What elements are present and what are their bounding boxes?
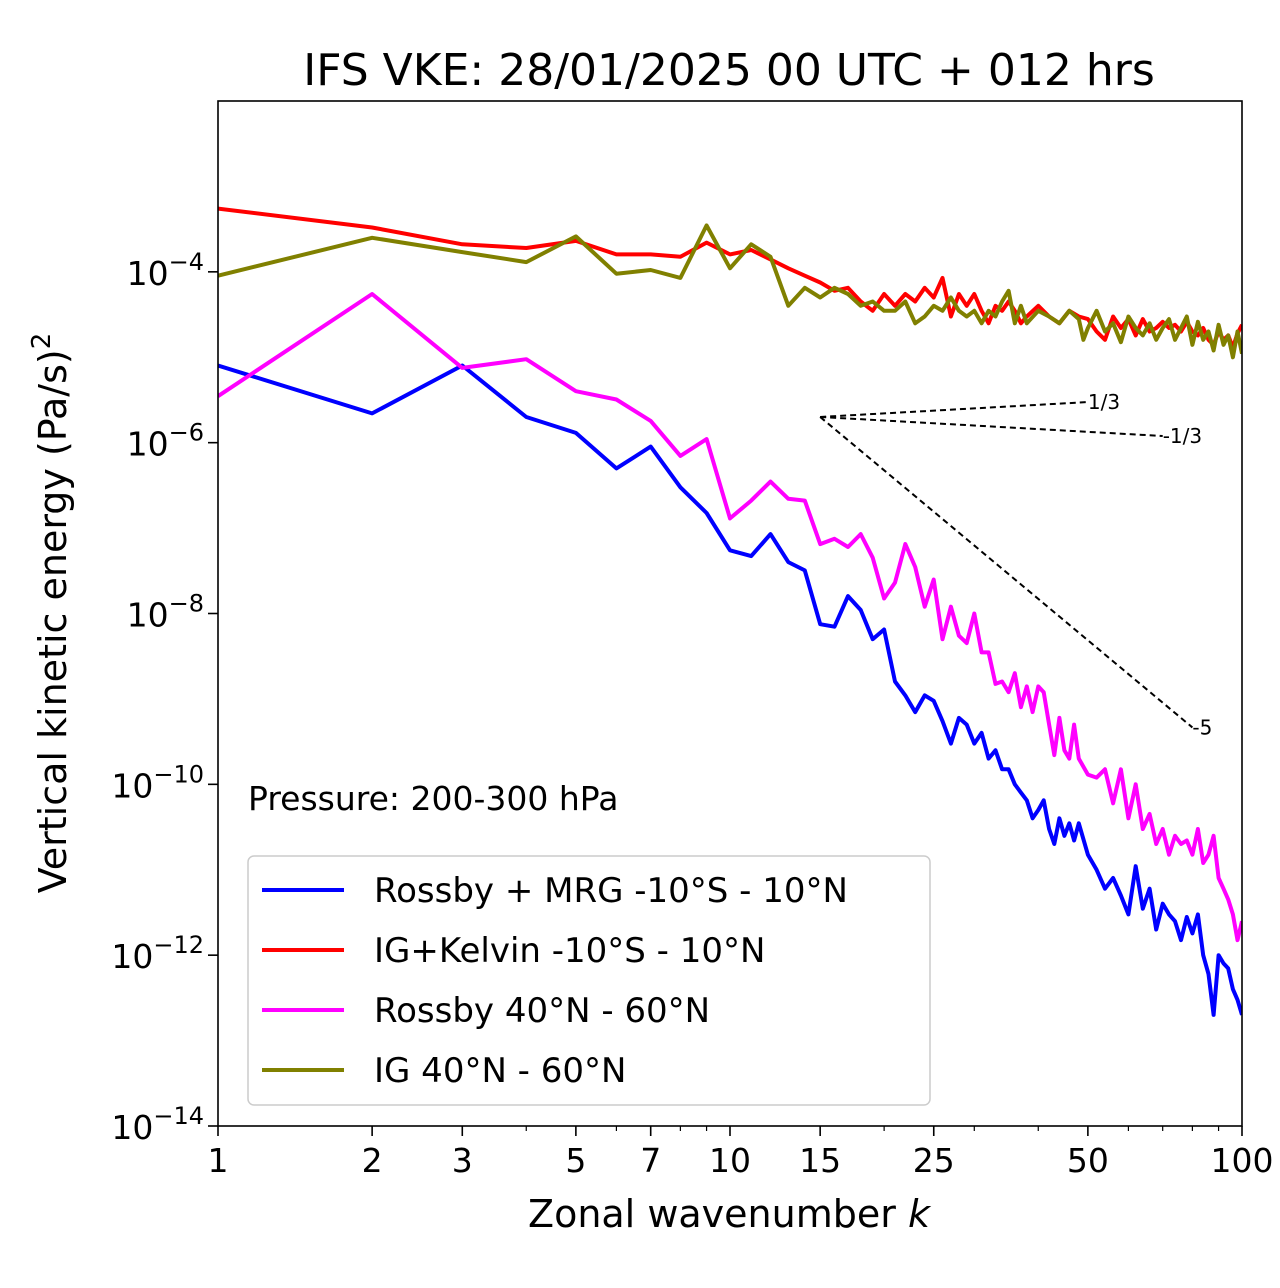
x-tick-label: 50 [1067,1141,1109,1180]
x-tick-label: 10 [709,1141,751,1180]
y-tick-label: 10−10 [111,760,204,805]
x-tick-label: 3 [452,1141,473,1180]
y-axis-title: Vertical kinetic energy (Pa/s)2 [27,333,75,894]
reference-line-label-1: -1/3 [1163,424,1202,448]
y-tick-label: 10−12 [111,931,204,976]
x-axis-title-text: Zonal wavenumber [528,1192,896,1236]
reference-line-2 [819,416,1194,729]
reference-line-label-2: -5 [1192,715,1212,739]
legend-label-2: Rossby 40°N - 60°N [374,991,710,1031]
pressure-annotation: Pressure: 200-300 hPa [248,779,618,818]
x-axis-ticks: 1 2 3 5 7 10 15 25 50 100 [208,1126,1274,1180]
legend-frame [247,855,931,1106]
series-line-3 [218,223,1242,360]
reference-line-1 [820,415,1163,438]
chart-title: IFS VKE: 28/01/2025 00 UTC + 012 hrs [303,45,1155,96]
y-tick-label: 10−8 [127,590,204,635]
x-axis-title: Zonal wavenumber k [528,1192,932,1236]
reference-slope-lines [819,401,1194,729]
series-line-1 [218,206,1242,350]
y-axis-title-text: Vertical kinetic energy (Pa/s) [31,349,75,893]
x-tick-label: 1 [208,1141,229,1180]
reference-line-label-0: 1/3 [1088,390,1120,414]
legend-label-1: IG+Kelvin -10°S - 10°N [374,931,765,971]
y-axis-ticks: 10−14 10−12 10−10 10−8 10−6 10−4 [111,248,218,1147]
y-tick-label: 10−6 [127,419,204,464]
reference-slope-labels: 1/3 -1/3 -5 [1088,390,1212,739]
x-tick-label: 100 [1211,1141,1274,1180]
y-axis-title-exponent: 2 [27,333,57,350]
series-layer [218,206,1242,1017]
x-axis-variable: k [908,1192,932,1236]
series-line-2 [218,292,1242,943]
x-tick-label: 2 [362,1141,383,1180]
series-line-0 [218,363,1242,1017]
reference-line-0 [820,401,1088,418]
x-tick-label: 15 [799,1141,841,1180]
x-tick-label: 7 [640,1141,661,1180]
y-tick-label: 10−4 [127,248,204,293]
y-tick-label: 10−14 [111,1102,204,1147]
x-tick-label: 25 [913,1141,955,1180]
legend-label-3: IG 40°N - 60°N [374,1051,626,1091]
legend-label-0: Rossby + MRG -10°S - 10°N [374,871,848,911]
x-tick-label: 5 [565,1141,586,1180]
legend: Rossby + MRG -10°S - 10°N IG+Kelvin -10°S… [247,855,931,1106]
